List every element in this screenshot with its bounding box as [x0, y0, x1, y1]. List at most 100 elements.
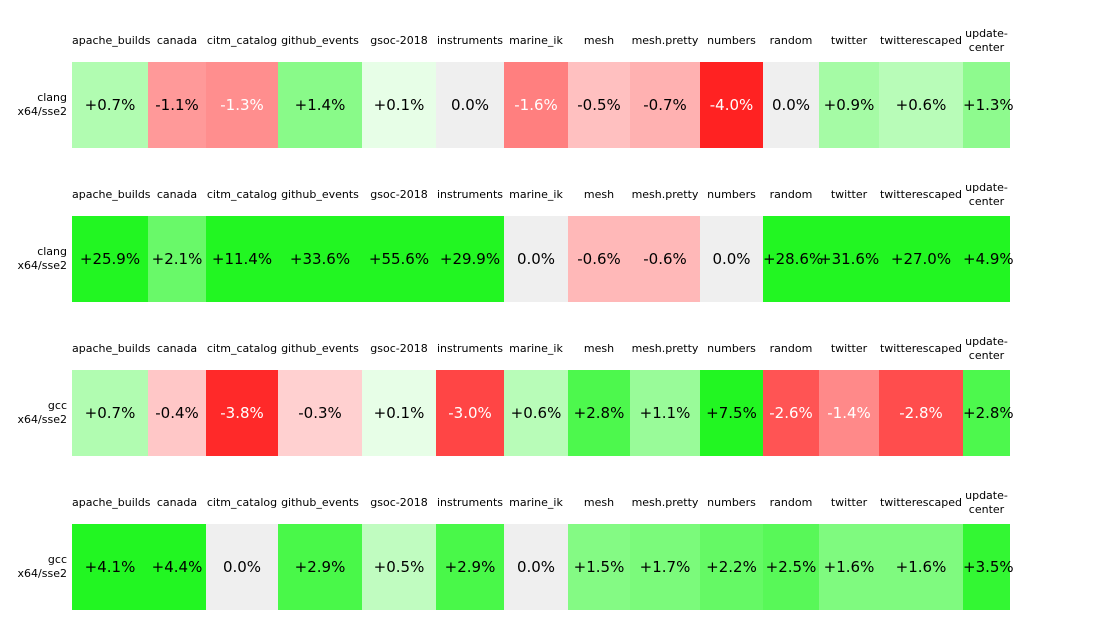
- row-label-line: clang: [37, 244, 67, 258]
- column-header-instruments: instruments: [436, 33, 504, 47]
- column-header-update-center: update-center: [965, 488, 1008, 516]
- column-header-canada: canada: [156, 495, 198, 509]
- column-header-mesh.pretty: mesh.pretty: [631, 33, 699, 47]
- heatmap-cell: -1.6%: [504, 62, 568, 148]
- heatmap-cell: +0.7%: [72, 370, 148, 456]
- column-header-instruments: instruments: [436, 341, 504, 355]
- heatmap-cell: +1.3%: [963, 62, 1014, 148]
- heatmap-cell: +31.6%: [819, 216, 879, 302]
- heatmap-cell: -0.5%: [568, 62, 630, 148]
- header-spacer: [0, 328, 72, 370]
- heatmap-cell: +55.6%: [362, 216, 436, 302]
- column-header-marine_ik: marine_ik: [509, 33, 563, 47]
- column-header-gsoc-2018: gsoc-2018: [370, 33, 428, 47]
- heatmap-cell: +1.6%: [819, 524, 879, 610]
- heatmap-cell: +4.4%: [148, 524, 206, 610]
- column-header-citm_catalog: citm_catalog: [206, 495, 278, 509]
- column-header-marine_ik: marine_ik: [509, 341, 563, 355]
- column-header-random: random: [769, 495, 813, 509]
- heatmap-cell: 0.0%: [504, 216, 568, 302]
- heatmap-cell: +0.6%: [504, 370, 568, 456]
- heatmap-cell: +2.5%: [763, 524, 819, 610]
- heatmap-value-row: clang x64/sse2 +25.9% +2.1% +11.4% +33.6% +55.…: [0, 216, 1014, 302]
- column-header-twitterescaped: twitterescaped: [879, 495, 963, 509]
- column-header-marine_ik: marine_ik: [509, 495, 563, 509]
- heatmap-cell: +0.7%: [72, 62, 148, 148]
- column-header-citm_catalog: citm_catalog: [206, 341, 278, 355]
- column-header-instruments: instruments: [436, 495, 504, 509]
- row-label-line: x64/sse2: [17, 413, 67, 426]
- heatmap-cell: +1.6%: [879, 524, 963, 610]
- heatmap-cell: +4.1%: [72, 524, 148, 610]
- heatmap-cell: 0.0%: [763, 62, 819, 148]
- column-header-apache_builds: apache_builds: [72, 33, 151, 47]
- heatmap-value-row: clang x64/sse2 +0.7% -1.1% -1.3% +1.4% +0.1% 0.…: [0, 62, 1014, 148]
- heatmap-cell: 0.0%: [700, 216, 763, 302]
- row-label: gcc x64/sse2: [0, 370, 72, 456]
- heatmap-value-row: gcc x64/sse2 +4.1% +4.4% 0.0% +2.9% +0.5% +2.9%…: [0, 524, 1014, 610]
- row-label: clang x64/sse2: [0, 62, 72, 148]
- column-header-twitter: twitter: [830, 187, 868, 201]
- heatmap-cell: +2.2%: [700, 524, 763, 610]
- heatmap-cell: -4.0%: [700, 62, 763, 148]
- heatmap-cell: -0.4%: [148, 370, 206, 456]
- column-header-row: apache_builds canada citm_catalog github_ev…: [0, 482, 1010, 524]
- column-header-apache_builds: apache_builds: [72, 341, 151, 355]
- column-header-row: apache_builds canada citm_catalog github_ev…: [0, 20, 1010, 62]
- column-header-row: apache_builds canada citm_catalog github_ev…: [0, 174, 1010, 216]
- column-header-twitter: twitter: [830, 341, 868, 355]
- row-label-line: clang: [37, 90, 67, 104]
- column-header-github_events: github_events: [281, 33, 359, 47]
- column-header-numbers: numbers: [707, 187, 756, 201]
- heatmap-cell: -0.6%: [630, 216, 700, 302]
- heatmap-cell: +1.1%: [630, 370, 700, 456]
- row-label-line: x64/sse2: [17, 567, 67, 580]
- column-header-citm_catalog: citm_catalog: [206, 33, 278, 47]
- heatmap-cell: -0.7%: [630, 62, 700, 148]
- column-header-apache_builds: apache_builds: [72, 187, 151, 201]
- column-header-mesh: mesh: [583, 341, 615, 355]
- heatmap-cell: -1.3%: [206, 62, 278, 148]
- column-header-mesh.pretty: mesh.pretty: [631, 341, 699, 355]
- column-header-twitter: twitter: [830, 33, 868, 47]
- column-header-numbers: numbers: [707, 33, 756, 47]
- header-spacer: [0, 482, 72, 524]
- column-header-mesh: mesh: [583, 187, 615, 201]
- heatmap-cell: +2.1%: [148, 216, 206, 302]
- heatmap-cell: +1.4%: [278, 62, 362, 148]
- column-header-github_events: github_events: [281, 341, 359, 355]
- column-header-apache_builds: apache_builds: [72, 495, 151, 509]
- column-header-row: apache_builds canada citm_catalog github_ev…: [0, 328, 1010, 370]
- column-header-numbers: numbers: [707, 495, 756, 509]
- row-label: clang x64/sse2: [0, 216, 72, 302]
- column-header-random: random: [769, 341, 813, 355]
- heatmap-cell: 0.0%: [206, 524, 278, 610]
- heatmap-cell: -1.4%: [819, 370, 879, 456]
- heatmap-cell: +0.5%: [362, 524, 436, 610]
- heatmap-value-row: gcc x64/sse2 +0.7% -0.4% -3.8% -0.3% +0.1% -3.0…: [0, 370, 1014, 456]
- benchmark-heatmap-figure: apache_builds canada citm_catalog github_ev…: [0, 20, 1014, 610]
- heatmap-cell: +2.9%: [278, 524, 362, 610]
- column-header-mesh: mesh: [583, 495, 615, 509]
- heatmap-cell: +7.5%: [700, 370, 763, 456]
- heatmap-cell: +2.8%: [963, 370, 1014, 456]
- row-label-line: x64/sse2: [17, 259, 67, 272]
- column-header-mesh.pretty: mesh.pretty: [631, 495, 699, 509]
- heatmap-cell: +2.8%: [568, 370, 630, 456]
- column-header-canada: canada: [156, 341, 198, 355]
- column-header-gsoc-2018: gsoc-2018: [370, 187, 428, 201]
- heatmap-cell: +4.9%: [963, 216, 1014, 302]
- column-header-numbers: numbers: [707, 341, 756, 355]
- heatmap-block-3: apache_builds canada citm_catalog github_ev…: [0, 328, 1014, 456]
- heatmap-cell: -3.8%: [206, 370, 278, 456]
- header-spacer: [0, 174, 72, 216]
- column-header-update-center: update-center: [965, 334, 1008, 362]
- column-header-mesh: mesh: [583, 33, 615, 47]
- column-header-twitterescaped: twitterescaped: [879, 187, 963, 201]
- header-spacer: [0, 20, 72, 62]
- column-header-github_events: github_events: [281, 187, 359, 201]
- column-header-gsoc-2018: gsoc-2018: [370, 495, 428, 509]
- heatmap-cell: +27.0%: [879, 216, 963, 302]
- heatmap-cell: +33.6%: [278, 216, 362, 302]
- heatmap-cell: +2.9%: [436, 524, 504, 610]
